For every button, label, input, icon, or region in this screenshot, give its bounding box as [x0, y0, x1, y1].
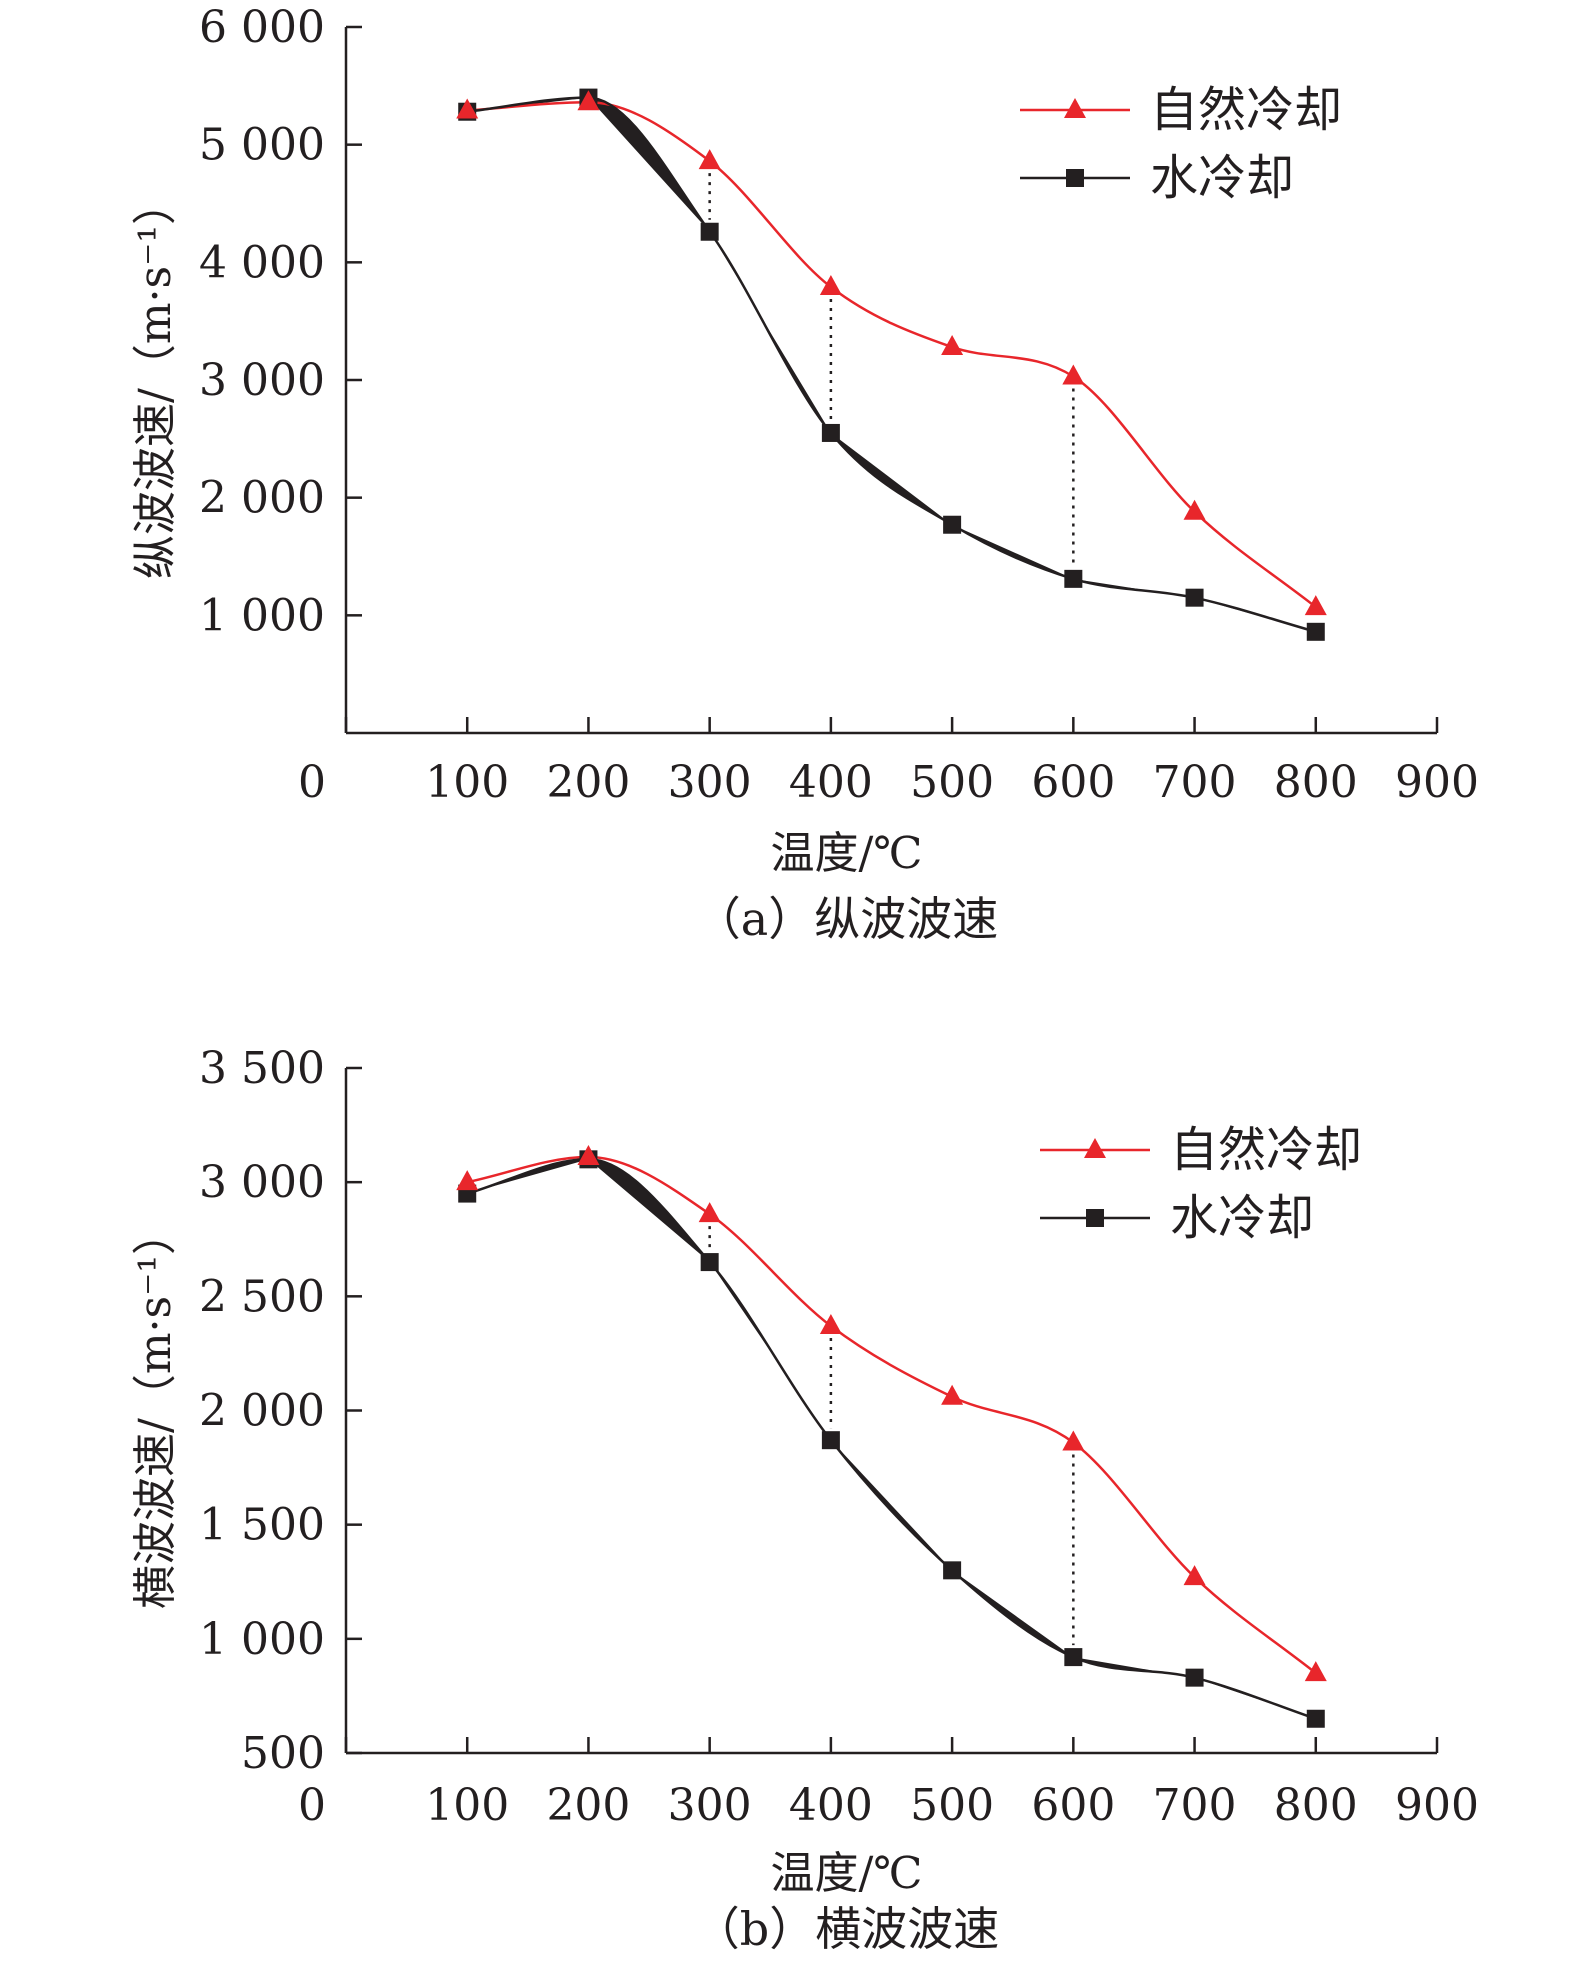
- chart-panel-a: 1 000 2 000 3 000 4 000 5 000 6 000 0 100 200 300…: [130, 2, 1479, 946]
- data-point-natural-cooling: [577, 1145, 600, 1166]
- data-point-natural-cooling: [1062, 1430, 1085, 1451]
- x-tick-label: 700: [1153, 757, 1237, 808]
- legend-label: 自然冷却: [1170, 1122, 1362, 1178]
- data-point-natural-cooling: [819, 275, 842, 296]
- y-axis-title: 纵波波速/（m·s⁻¹）: [130, 181, 181, 579]
- legend-label: 水冷却: [1170, 1190, 1314, 1246]
- x-tick-label: 400: [789, 757, 873, 808]
- x-tick-label: 300: [668, 1780, 752, 1831]
- chart-panel-b: 500 1 000 1 500 2 000 2 500 3 000 3 500 0 100 200…: [130, 1043, 1479, 1956]
- x-tick-label: 600: [1031, 757, 1115, 808]
- y-tick-label: 2 000: [199, 473, 325, 524]
- data-point-natural-cooling: [456, 1170, 479, 1191]
- series-line-natural-cooling: [466, 1155, 1317, 1675]
- x-tick-label: 500: [910, 757, 994, 808]
- data-point-water-cooling: [700, 222, 719, 241]
- x-tick-label: 200: [546, 1780, 630, 1831]
- y-tick-label: 6 000: [199, 2, 325, 53]
- x-axis-title: 温度/℃: [770, 1848, 922, 1899]
- data-point-water-cooling: [1185, 588, 1204, 607]
- y-axis-title: 横波波速/（m·s⁻¹）: [130, 1211, 181, 1609]
- x-tick-label: 900: [1395, 1780, 1479, 1831]
- x-tick-label: 200: [546, 757, 630, 808]
- x-tick-label: 700: [1153, 1780, 1237, 1831]
- legend-marker-triangle: [1084, 1138, 1106, 1158]
- legend-marker-square: [1066, 169, 1084, 187]
- x-tick-label: 100: [425, 757, 509, 808]
- data-point-natural-cooling: [577, 90, 600, 111]
- y-tick-label: 3 000: [199, 355, 325, 406]
- data-point-natural-cooling: [1183, 499, 1206, 520]
- panel-caption: （a）纵波波速: [695, 892, 998, 946]
- x-tick-label: 0: [298, 757, 326, 808]
- data-point-water-cooling: [943, 1561, 962, 1580]
- data-point-natural-cooling: [698, 1202, 721, 1223]
- x-tick-label: 300: [668, 757, 752, 808]
- legend-marker-square: [1086, 1209, 1104, 1227]
- x-tick-label: 600: [1031, 1780, 1115, 1831]
- data-point-water-cooling: [821, 423, 840, 442]
- y-tick-label: 1 000: [199, 590, 325, 641]
- y-tick-label: 1 500: [199, 1500, 325, 1551]
- data-point-water-cooling: [1185, 1668, 1204, 1687]
- x-tick-label: 100: [425, 1780, 509, 1831]
- panel-caption: （b）横波波速: [694, 1902, 999, 1956]
- data-point-natural-cooling: [941, 1384, 964, 1405]
- series-line-water-cooling: [467, 96, 1317, 634]
- legend-label: 水冷却: [1150, 150, 1294, 206]
- data-point-water-cooling: [1306, 1709, 1325, 1728]
- data-point-natural-cooling: [1304, 595, 1327, 616]
- y-tick-label: 2 500: [199, 1271, 325, 1322]
- x-axis-title: 温度/℃: [770, 828, 922, 879]
- legend-marker-triangle: [1064, 98, 1086, 118]
- data-point-natural-cooling: [819, 1314, 842, 1335]
- data-point-natural-cooling: [941, 335, 964, 356]
- data-point-water-cooling: [821, 1431, 840, 1450]
- x-tick-label: 800: [1274, 757, 1358, 808]
- x-tick-label: 500: [910, 1780, 994, 1831]
- data-point-natural-cooling: [1062, 364, 1085, 385]
- data-point-water-cooling: [700, 1253, 719, 1272]
- data-point-water-cooling: [1064, 569, 1083, 588]
- data-point-water-cooling: [943, 515, 962, 534]
- x-tick-label: 800: [1274, 1780, 1358, 1831]
- data-point-natural-cooling: [698, 149, 721, 170]
- data-point-natural-cooling: [1183, 1565, 1206, 1586]
- y-tick-label: 3 000: [199, 1157, 325, 1208]
- data-point-natural-cooling: [1304, 1661, 1327, 1682]
- data-point-water-cooling: [1306, 622, 1325, 641]
- y-tick-label: 4 000: [199, 237, 325, 288]
- series-line-water-cooling: [466, 1158, 1317, 1720]
- x-tick-label: 400: [789, 1780, 873, 1831]
- x-tick-label: 900: [1395, 757, 1479, 808]
- data-point-water-cooling: [1064, 1648, 1083, 1667]
- y-tick-label: 1 000: [199, 1614, 325, 1665]
- y-tick-label: 500: [241, 1728, 325, 1779]
- legend-label: 自然冷却: [1150, 82, 1342, 138]
- y-tick-label: 3 500: [199, 1043, 325, 1094]
- x-tick-label: 0: [298, 1780, 326, 1831]
- y-tick-label: 2 000: [199, 1386, 325, 1437]
- y-tick-label: 5 000: [199, 120, 325, 171]
- data-point-natural-cooling: [456, 98, 479, 119]
